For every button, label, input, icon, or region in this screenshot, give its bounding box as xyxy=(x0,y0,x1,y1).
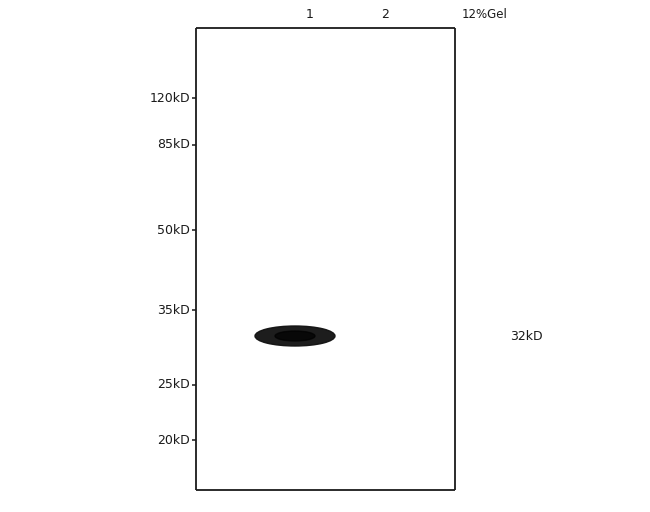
Text: 120kD: 120kD xyxy=(150,92,190,104)
Ellipse shape xyxy=(255,326,335,346)
Text: 2: 2 xyxy=(381,8,389,20)
Text: 1: 1 xyxy=(306,8,314,20)
Text: 25kD: 25kD xyxy=(157,378,190,392)
Ellipse shape xyxy=(275,331,315,341)
Text: 12%Gel: 12%Gel xyxy=(462,8,508,20)
Text: 50kD: 50kD xyxy=(157,224,190,237)
Text: 85kD: 85kD xyxy=(157,139,190,152)
Text: 20kD: 20kD xyxy=(157,434,190,446)
Text: 35kD: 35kD xyxy=(157,304,190,316)
Text: 32kD: 32kD xyxy=(510,330,543,343)
